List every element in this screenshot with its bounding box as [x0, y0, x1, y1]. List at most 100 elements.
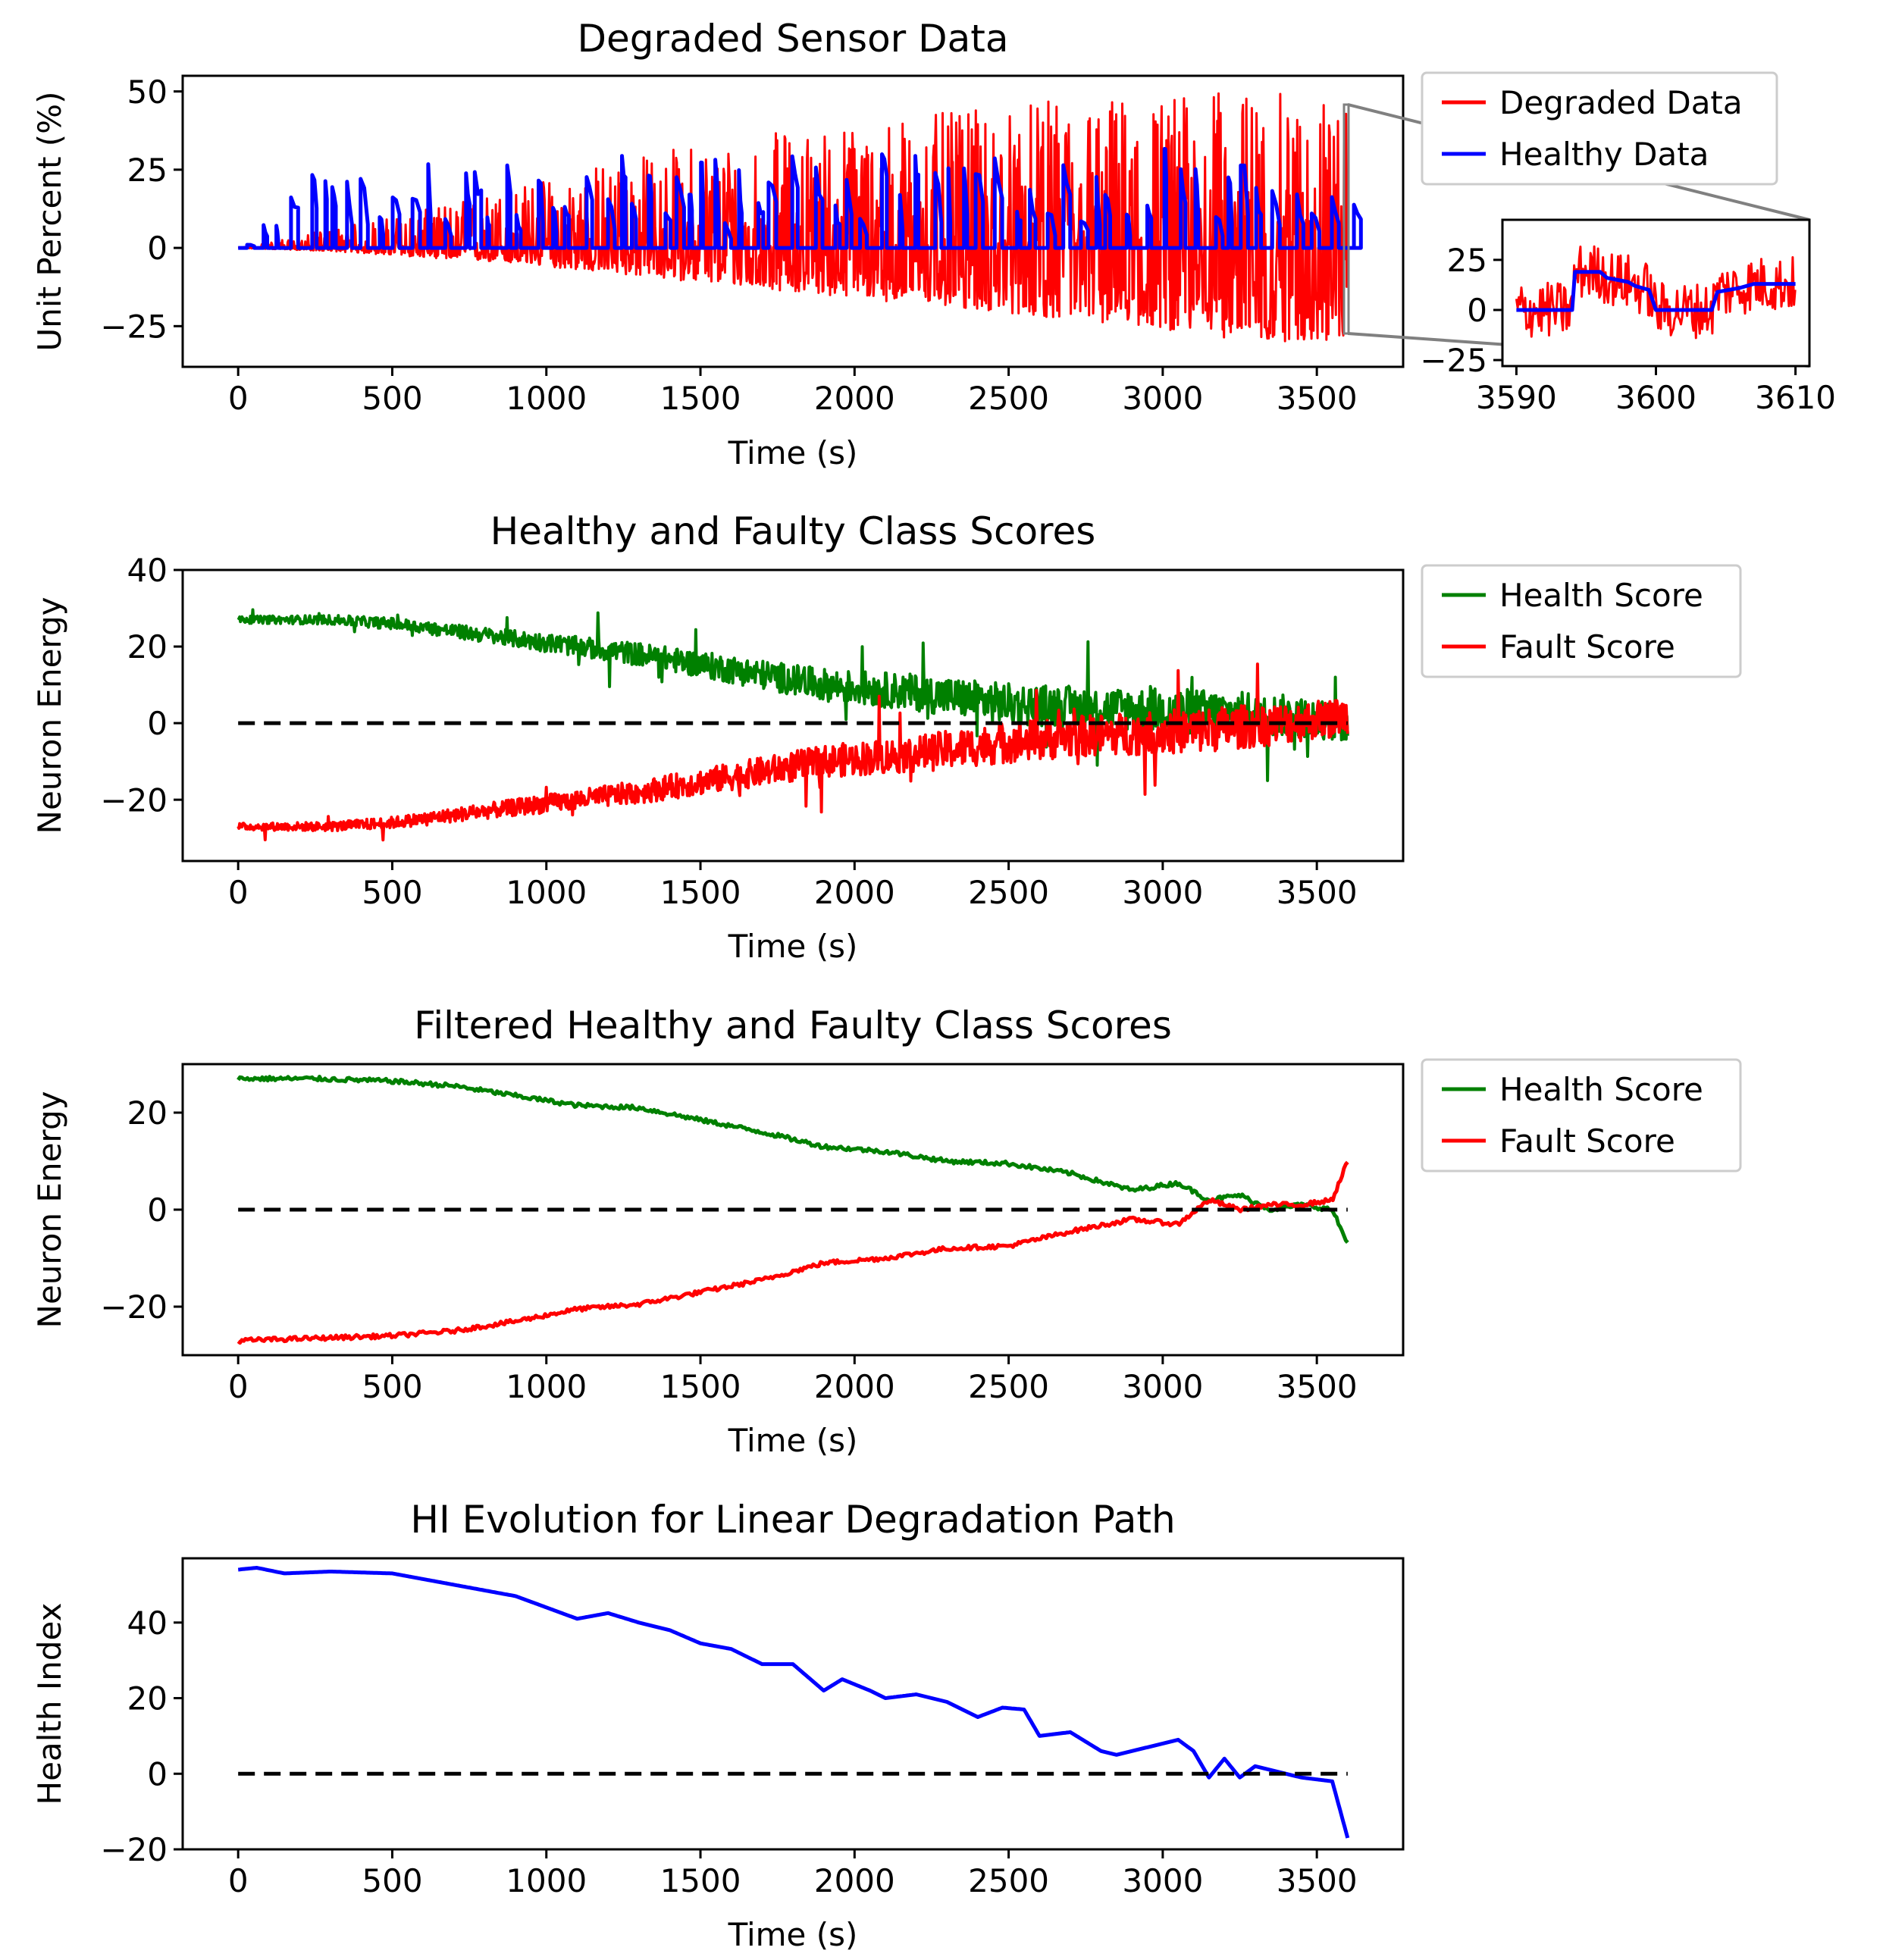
panel-filtered: Filtered Healthy and Faulty Class Scores… [31, 1003, 1742, 1459]
legend: Degraded Data Healthy Data [1421, 71, 1778, 186]
series-healthy-data [238, 146, 1363, 250]
x-tick-label: 0 [228, 1368, 249, 1405]
x-tick-label: 3590 [1476, 379, 1557, 416]
axis-ticks: 0 500 1000 1500 2000 2500 3000 3500 −25 0 25 50 [100, 74, 1357, 417]
panel-sensor: Degraded Sensor Data 0 500 1000 1500 2000 250… [31, 17, 1836, 471]
x-axis-label: Time (s) [728, 434, 858, 471]
y-tick-label: 25 [1447, 242, 1487, 279]
y-tick-label: 0 [147, 1191, 168, 1229]
legend: Health Score Fault Score [1421, 564, 1742, 678]
x-tick-label: 2000 [814, 1368, 895, 1405]
x-tick-label: 3000 [1122, 874, 1203, 911]
x-tick-label: 1000 [506, 1862, 587, 1899]
y-tick-label: 50 [127, 74, 168, 111]
x-tick-label: 1500 [660, 1368, 741, 1405]
plot-frame [181, 74, 1405, 368]
panel-health-index: HI Evolution for Linear Degradation Path… [31, 1498, 1405, 1953]
inset-degraded-line [1515, 245, 1797, 340]
legend-label-health: Health Score [1499, 577, 1703, 614]
plot-frame [181, 568, 1405, 863]
series-health-score [237, 608, 1349, 782]
y-tick-label: −25 [100, 308, 168, 345]
x-axis-label: Time (s) [728, 928, 858, 965]
x-tick-label: 2500 [968, 380, 1049, 417]
legend-box [1421, 564, 1742, 678]
y-tick-label: 40 [127, 552, 168, 589]
x-tick-label: 3600 [1615, 379, 1696, 416]
healthy-data-line [238, 146, 1363, 250]
x-tick-label: 500 [362, 1862, 422, 1899]
x-tick-label: 500 [362, 380, 422, 417]
x-tick-label: 0 [228, 1862, 249, 1899]
x-tick-label: 3500 [1277, 874, 1358, 911]
y-tick-label: 0 [1467, 292, 1487, 329]
x-tick-label: 3500 [1277, 380, 1358, 417]
legend-label-fault: Fault Score [1499, 628, 1675, 665]
axis-ticks: 0 500 1000 1500 2000 2500 3000 3500 −20 0 20 40 [100, 552, 1357, 911]
axis-ticks: 0 500 1000 1500 2000 2500 3000 3500 −20 0 20 40 [100, 1605, 1357, 1899]
legend-box [1421, 71, 1778, 186]
series-fault-score [237, 1160, 1349, 1345]
y-tick-label: −20 [100, 1288, 168, 1326]
legend-label-health: Health Score [1499, 1071, 1703, 1108]
x-tick-label: 500 [362, 874, 422, 911]
x-tick-label: 500 [362, 1368, 422, 1405]
x-tick-label: 0 [228, 874, 249, 911]
x-axis-label: Time (s) [728, 1916, 858, 1953]
legend-box [1421, 1058, 1742, 1173]
x-tick-label: 1500 [660, 1862, 741, 1899]
chart-title: Healthy and Faulty Class Scores [490, 509, 1096, 553]
x-tick-label: 3000 [1122, 1862, 1203, 1899]
legend-label-fault: Fault Score [1499, 1122, 1675, 1160]
x-tick-label: 2000 [814, 380, 895, 417]
y-axis-label: Neuron Energy [31, 1091, 68, 1329]
x-tick-label: 3500 [1277, 1862, 1358, 1899]
y-tick-label: −20 [100, 781, 168, 819]
y-tick-label: −25 [1420, 342, 1487, 379]
x-tick-label: 3000 [1122, 1368, 1203, 1405]
y-axis-label: Unit Percent (%) [31, 92, 68, 352]
y-tick-label: 40 [127, 1605, 168, 1642]
filtered-score-line [237, 1160, 1349, 1345]
x-tick-label: 3500 [1277, 1368, 1358, 1405]
x-tick-label: 2000 [814, 1862, 895, 1899]
chart-title: Degraded Sensor Data [578, 17, 1009, 61]
y-tick-label: 20 [127, 628, 168, 665]
inset-axis-ticks: 3590 3600 3610 −25 0 25 [1420, 242, 1836, 416]
y-tick-label: 0 [147, 230, 168, 267]
axis-ticks: 0 500 1000 1500 2000 2500 3000 3500 −20 0 20 [100, 1094, 1357, 1405]
x-axis-label: Time (s) [728, 1422, 858, 1459]
legend-label-degraded: Degraded Data [1499, 84, 1743, 121]
series-fault-score [237, 662, 1349, 842]
zoom-inset: 3590 3600 3610 −25 0 25 [1420, 218, 1836, 416]
score-line [237, 608, 1349, 782]
y-axis-label: Health Index [31, 1603, 68, 1805]
inset-healthy-line [1516, 270, 1796, 312]
x-tick-label: 2500 [968, 1862, 1049, 1899]
x-tick-label: 0 [228, 380, 249, 417]
x-tick-label: 1000 [506, 1368, 587, 1405]
y-axis-label: Neuron Energy [31, 597, 68, 834]
zoom-region [1342, 103, 1350, 335]
panel-scores: Healthy and Faulty Class Scores 0 500 1000… [31, 509, 1742, 965]
x-tick-label: 2000 [814, 874, 895, 911]
chart-title: Filtered Healthy and Faulty Class Scores [414, 1003, 1172, 1047]
x-tick-label: 2500 [968, 874, 1049, 911]
x-tick-label: 3000 [1122, 380, 1203, 417]
x-tick-label: 1000 [506, 874, 587, 911]
series-health-index [237, 1566, 1350, 1839]
y-tick-label: 25 [127, 152, 168, 189]
chart-title: HI Evolution for Linear Degradation Path [410, 1498, 1175, 1542]
x-tick-label: 1500 [660, 874, 741, 911]
y-tick-label: 0 [147, 705, 168, 742]
x-tick-label: 1500 [660, 380, 741, 417]
x-tick-label: 3610 [1755, 379, 1836, 416]
legend: Health Score Fault Score [1421, 1058, 1742, 1173]
y-tick-label: 0 [147, 1755, 168, 1792]
legend-label-healthy: Healthy Data [1499, 136, 1709, 173]
health-index-line [237, 1566, 1350, 1839]
filtered-score-line [237, 1075, 1349, 1245]
plot-frame [181, 1557, 1405, 1851]
x-tick-label: 1000 [506, 380, 587, 417]
